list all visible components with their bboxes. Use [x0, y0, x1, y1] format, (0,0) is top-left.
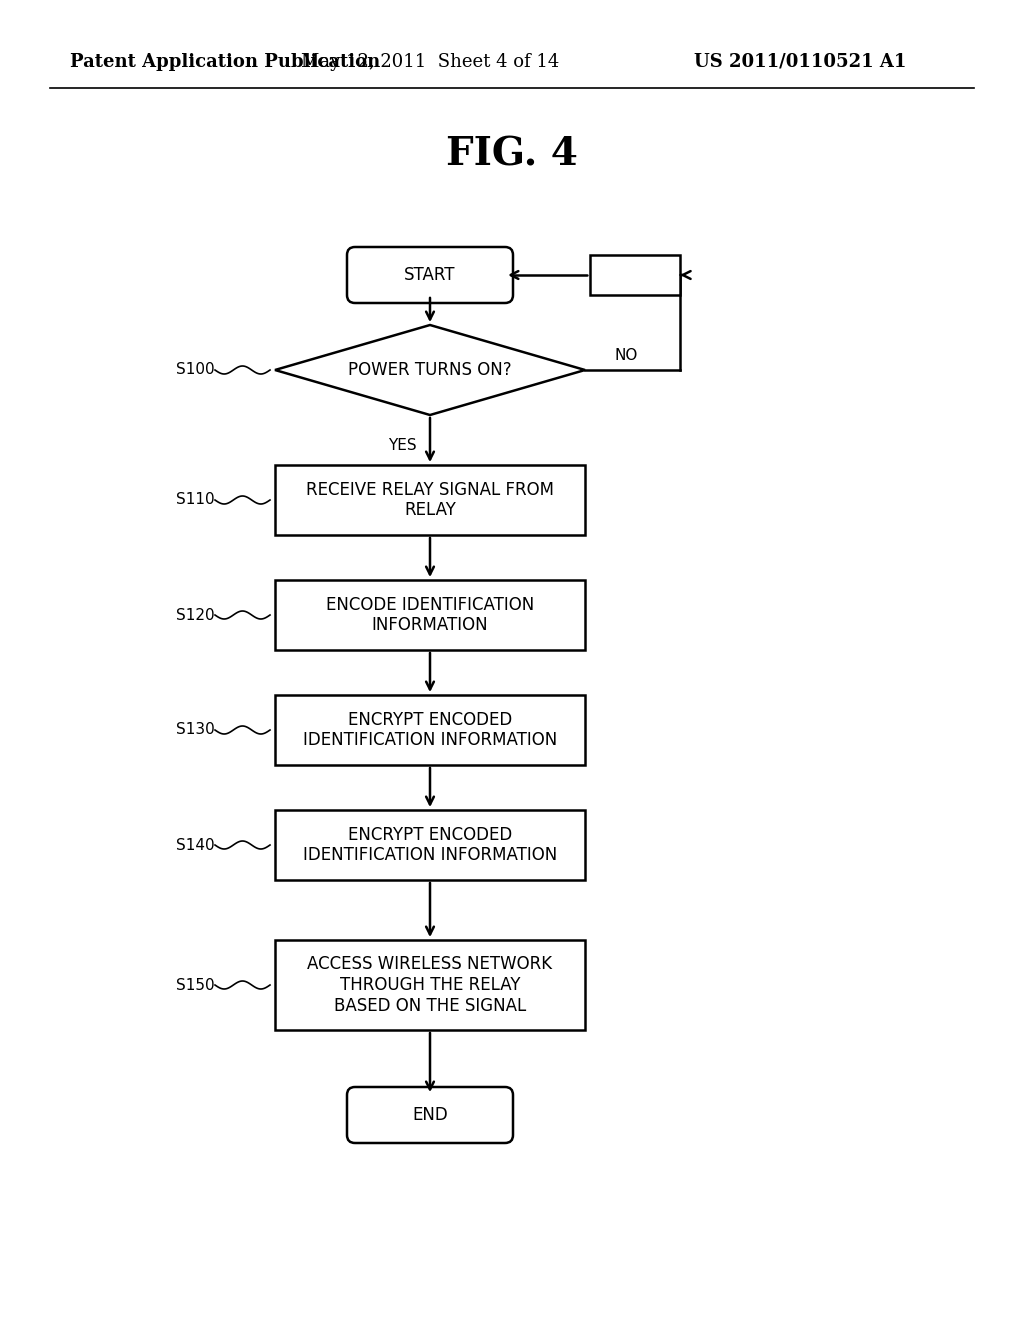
Text: May 12, 2011  Sheet 4 of 14: May 12, 2011 Sheet 4 of 14 — [301, 53, 559, 71]
Text: RECEIVE RELAY SIGNAL FROM
RELAY: RECEIVE RELAY SIGNAL FROM RELAY — [306, 480, 554, 519]
Text: ENCRYPT ENCODED
IDENTIFICATION INFORMATION: ENCRYPT ENCODED IDENTIFICATION INFORMATI… — [303, 825, 557, 865]
Polygon shape — [275, 325, 585, 414]
Text: S120: S120 — [176, 607, 214, 623]
Text: ENCODE IDENTIFICATION
INFORMATION: ENCODE IDENTIFICATION INFORMATION — [326, 595, 535, 635]
Text: END: END — [412, 1106, 447, 1125]
Text: NO: NO — [615, 347, 638, 363]
Text: POWER TURNS ON?: POWER TURNS ON? — [348, 360, 512, 379]
FancyBboxPatch shape — [347, 1086, 513, 1143]
Bar — [275, 696, 585, 766]
Text: START: START — [404, 267, 456, 284]
Text: ACCESS WIRELESS NETWORK
THROUGH THE RELAY
BASED ON THE SIGNAL: ACCESS WIRELESS NETWORK THROUGH THE RELA… — [307, 956, 553, 1015]
Bar — [275, 579, 585, 649]
Bar — [275, 465, 585, 535]
Text: ENCRYPT ENCODED
IDENTIFICATION INFORMATION: ENCRYPT ENCODED IDENTIFICATION INFORMATI… — [303, 710, 557, 750]
Text: S130: S130 — [176, 722, 214, 738]
Text: S140: S140 — [176, 837, 214, 853]
Text: US 2011/0110521 A1: US 2011/0110521 A1 — [694, 53, 906, 71]
Bar — [590, 255, 680, 294]
Text: YES: YES — [388, 437, 417, 453]
Bar — [275, 810, 585, 880]
Text: S110: S110 — [176, 492, 214, 507]
Text: S150: S150 — [176, 978, 214, 993]
Bar — [275, 940, 585, 1030]
FancyBboxPatch shape — [347, 247, 513, 304]
Text: FIG. 4: FIG. 4 — [446, 136, 578, 174]
Text: Patent Application Publication: Patent Application Publication — [70, 53, 380, 71]
Text: S100: S100 — [176, 363, 214, 378]
